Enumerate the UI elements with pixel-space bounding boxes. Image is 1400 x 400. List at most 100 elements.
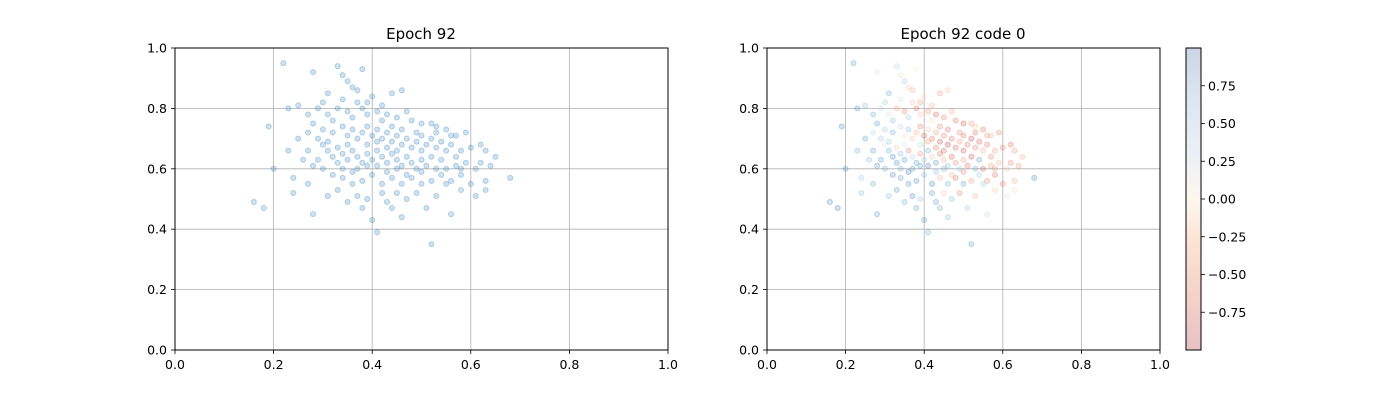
scatter-point (364, 195, 371, 202)
scatter-point (448, 211, 455, 218)
scatter-point (428, 177, 435, 184)
scatter-point (428, 153, 435, 160)
scatter-point (408, 117, 415, 124)
scatter-point (423, 162, 430, 169)
scatter-point (901, 199, 908, 206)
scatter-point (889, 153, 896, 160)
scatter-point (901, 108, 908, 115)
y-tick-label: 1.0 (147, 41, 167, 56)
scatter-point (929, 135, 936, 142)
scatter-point (964, 141, 971, 148)
scatter-point (418, 168, 425, 175)
y-tick-label: 0.4 (739, 222, 759, 237)
scatter-point (1031, 174, 1038, 181)
scatter-point (369, 171, 376, 178)
scatter-point (388, 138, 395, 145)
scatter-point (428, 135, 435, 142)
scatter-point (359, 159, 366, 166)
scatter-points (826, 60, 1038, 248)
scatter-point (324, 138, 331, 145)
scatter-point (881, 99, 888, 106)
scatter-point (925, 126, 932, 133)
scatter-point (897, 72, 904, 79)
scatter-point (344, 78, 351, 85)
scatter-point (319, 126, 326, 133)
scatter-point (388, 123, 395, 130)
y-tick-label: 0.0 (147, 343, 167, 358)
scatter-point (374, 108, 381, 115)
scatter-point (834, 205, 841, 212)
scatter-point (453, 132, 460, 139)
axis-ticks: 0.0 0.2 0.4 0.6 0.8 1.0 0.0 0.2 0.4 0.6 0.8 1.0 (147, 41, 678, 373)
scatter-point (980, 147, 987, 154)
scatter-point (507, 174, 514, 181)
colorbar-tick-label: 0.50 (1208, 116, 1236, 131)
scatter-point (339, 165, 346, 172)
scatter-point (393, 132, 400, 139)
scatter-point (418, 147, 425, 154)
scatter-point (932, 144, 939, 151)
scatter-point (374, 162, 381, 169)
scatter-point (885, 90, 892, 97)
scatter-point (1015, 162, 1022, 169)
scatter-point (403, 171, 410, 178)
scatter-point (932, 199, 939, 206)
scatter-point (344, 199, 351, 206)
scatter-point (265, 123, 272, 130)
scatter-point (339, 174, 346, 181)
scatter-point (383, 129, 390, 136)
scatter-point (948, 153, 955, 160)
scatter-point (339, 123, 346, 130)
scatter-point (909, 192, 916, 199)
scatter-point (364, 123, 371, 130)
scatter-point (359, 105, 366, 112)
scatter-point (944, 126, 951, 133)
scatter-point (826, 199, 833, 206)
scatter-point (398, 126, 405, 133)
scatter-point (329, 117, 336, 124)
x-tick-label: 0.6 (461, 357, 481, 372)
scatter-point (885, 138, 892, 145)
scatter-point (960, 132, 967, 139)
scatter-point (374, 138, 381, 145)
scatter-point (492, 153, 499, 160)
scatter-point (925, 229, 932, 236)
scatter-point (334, 105, 341, 112)
scatter-point (850, 60, 857, 67)
scatter-point (1003, 165, 1010, 172)
colorbar-tick-label: −0.75 (1208, 305, 1246, 320)
scatter-point (972, 123, 979, 130)
scatter-point (944, 162, 951, 169)
scatter-point (393, 147, 400, 154)
scatter-point (1011, 147, 1018, 154)
scatter-point (936, 150, 943, 157)
scatter-point (944, 214, 951, 221)
scatter-point (423, 205, 430, 212)
y-tick-label: 0.8 (147, 101, 167, 116)
scatter-point (329, 171, 336, 178)
scatter-point (290, 189, 297, 196)
scatter-point (393, 189, 400, 196)
scatter-point (913, 205, 920, 212)
scatter-point (936, 205, 943, 212)
scatter-point (443, 180, 450, 187)
scatter-point (921, 132, 928, 139)
scatter-point (940, 132, 947, 139)
scatter-point (310, 211, 317, 218)
y-tick-label: 0.8 (739, 101, 759, 116)
colorbar-gradient (1185, 47, 1202, 351)
colorbar-tick-label: 0.25 (1208, 154, 1236, 169)
scatter-point (398, 87, 405, 94)
scatter-point (1011, 177, 1018, 184)
scatter-point (889, 171, 896, 178)
scatter-point (874, 69, 881, 76)
scatter-point (359, 177, 366, 184)
scatter-point (1019, 153, 1026, 160)
scatter-point (383, 199, 390, 206)
scatter-point (913, 177, 920, 184)
scatter-point (457, 147, 464, 154)
scatter-point (968, 135, 975, 142)
scatter-point (893, 63, 900, 70)
scatter-point (956, 189, 963, 196)
